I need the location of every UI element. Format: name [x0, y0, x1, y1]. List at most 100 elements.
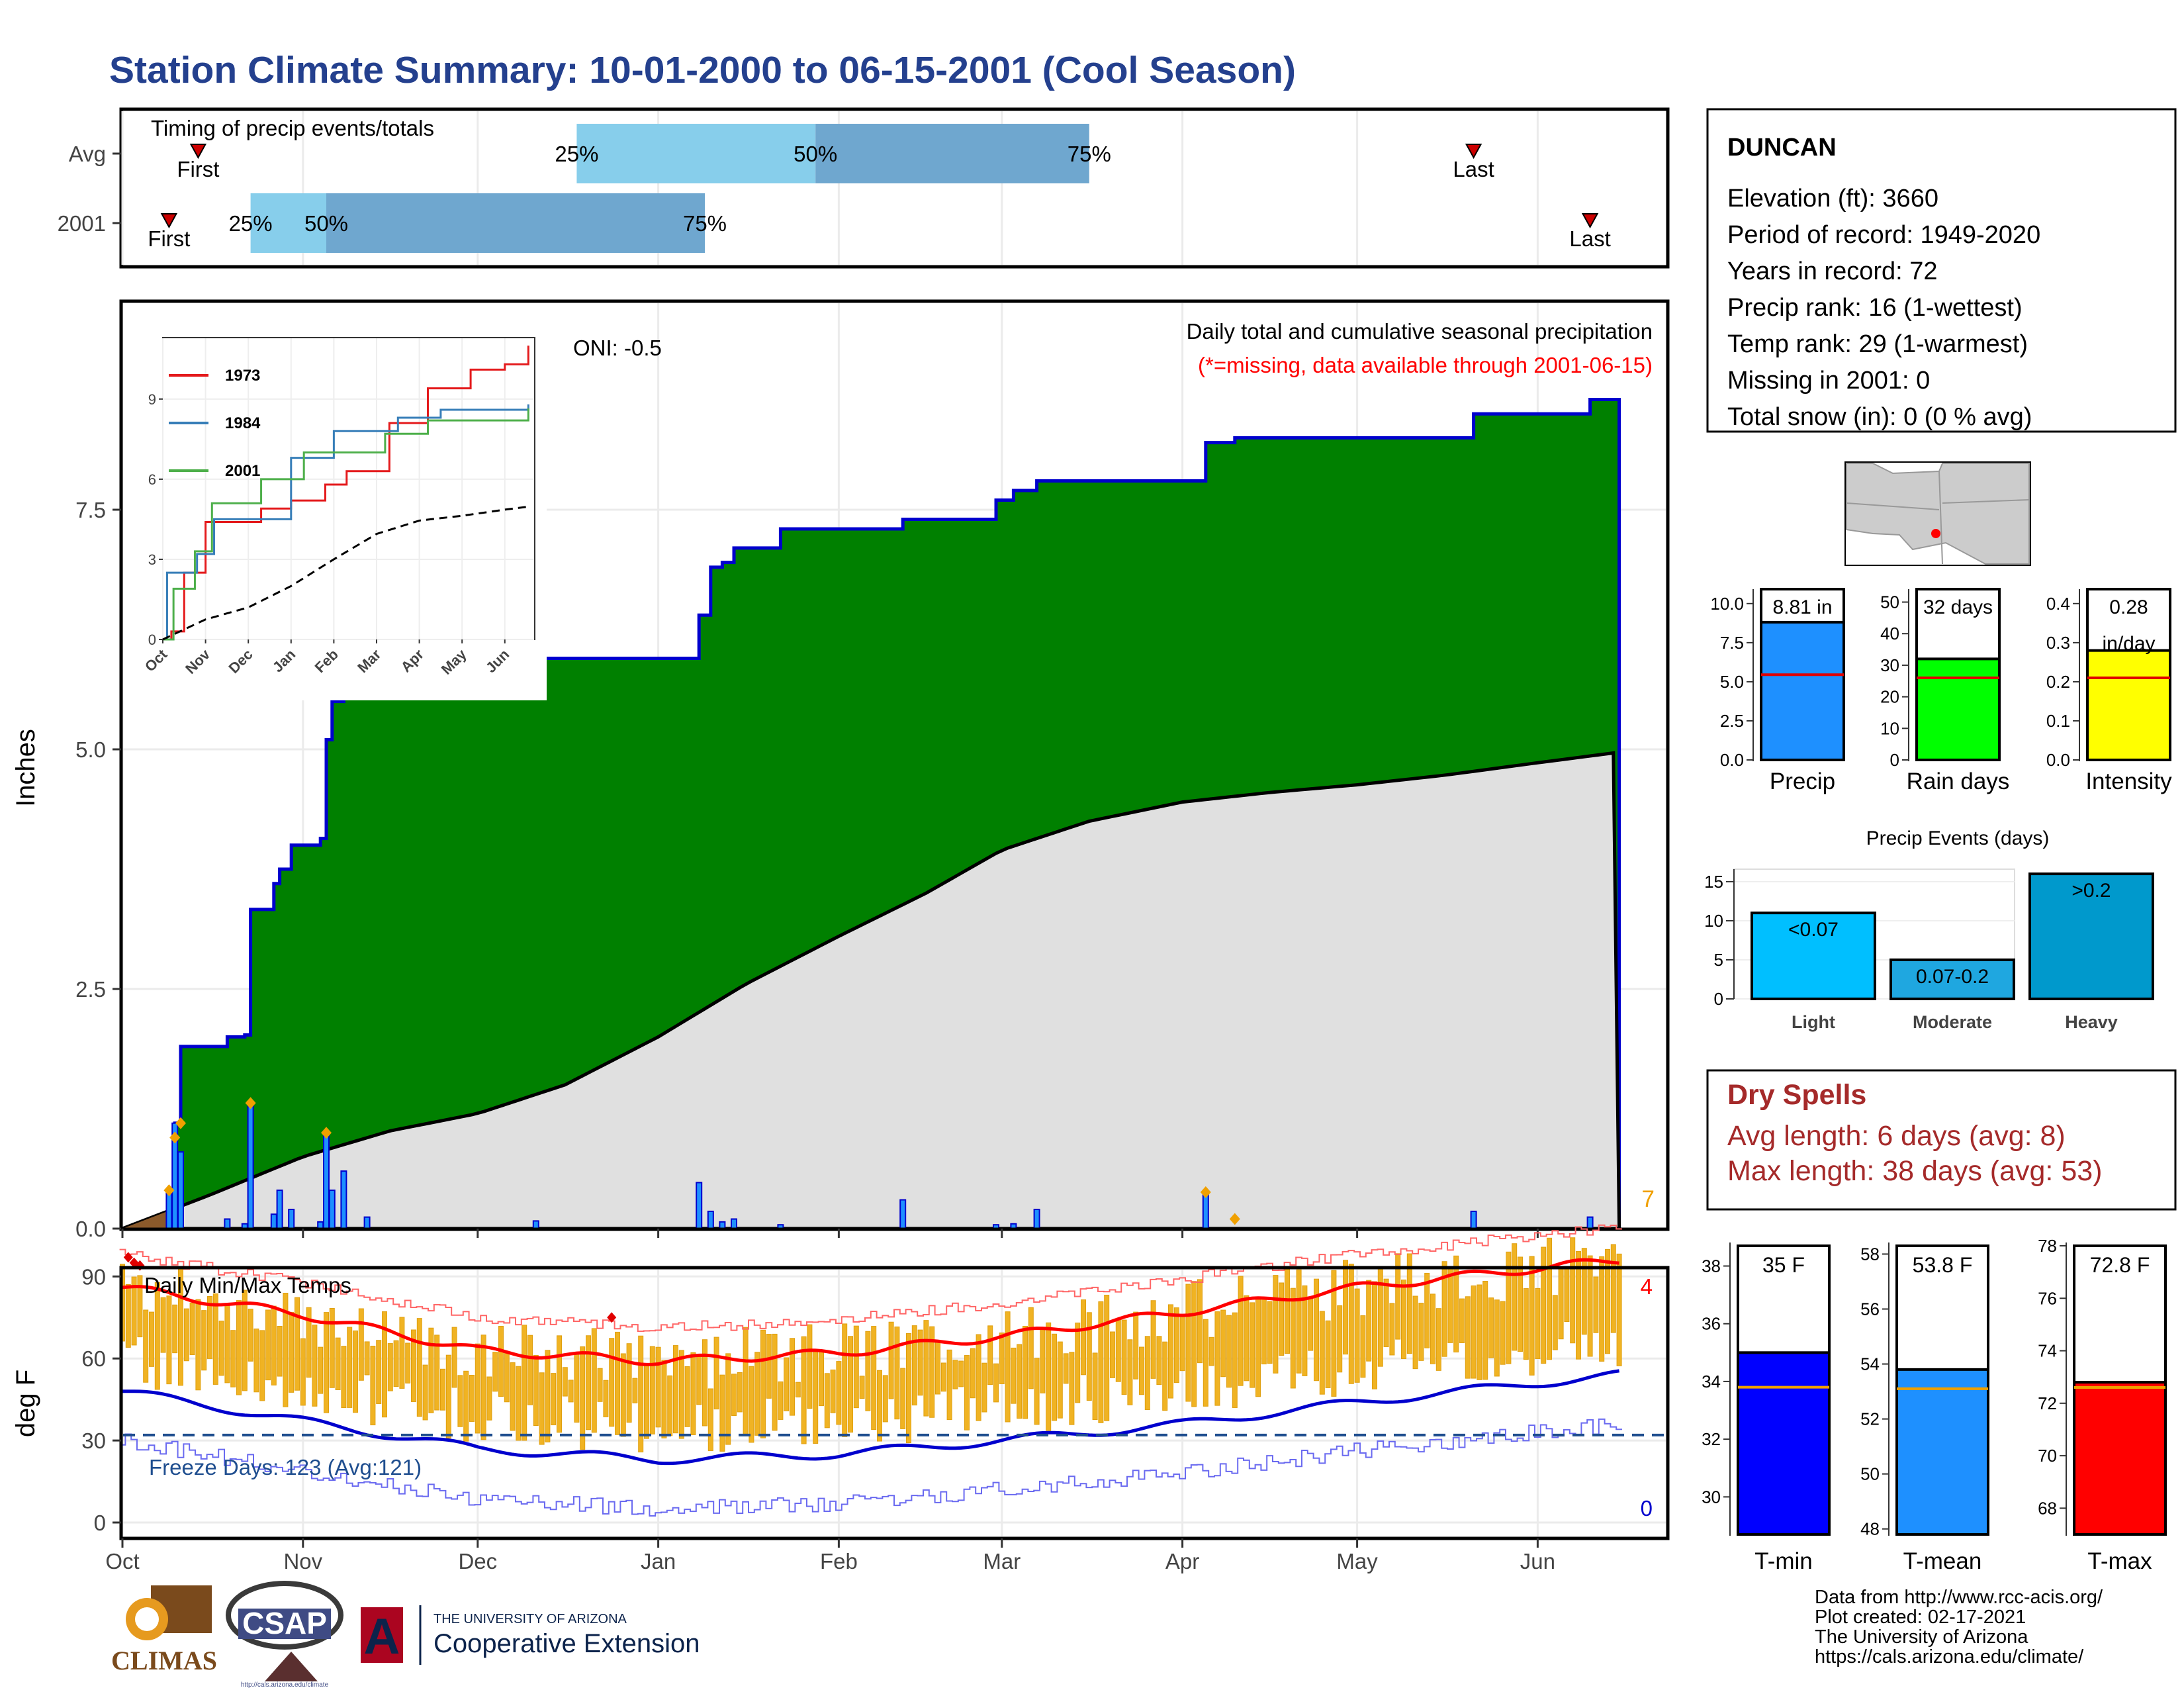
timing-q50-q75-bar: [815, 124, 1089, 183]
precip-ytick-label: 0.0: [75, 1217, 106, 1241]
daily-temp-bar: [1162, 1341, 1168, 1411]
month-label: Nov: [283, 1549, 322, 1573]
temp-summary-ytick-label: 72: [2038, 1393, 2057, 1413]
station-info-line: Precip rank: 16 (1-wettest): [1727, 294, 2023, 322]
events-category-label: Heavy: [2065, 1012, 2118, 1032]
events-category-label: Light: [1792, 1012, 1835, 1032]
events-bin-label: <0.07: [1788, 919, 1839, 941]
inset-ytick-label: 9: [148, 391, 156, 408]
daily-temp-bar: [1430, 1293, 1435, 1364]
daily-temp-bar: [166, 1295, 172, 1385]
events-ytick-label: 5: [1714, 950, 1723, 970]
timing-first-marker: [189, 144, 207, 160]
daily-temp-bar: [1267, 1301, 1273, 1364]
daily-precip-bar: [317, 1221, 324, 1230]
daily-temp-bar: [655, 1346, 661, 1428]
temp-summary-value-bar: [1895, 1368, 1989, 1536]
timing-first-marker: [160, 213, 178, 229]
precip-events-title: Precip Events (days): [1866, 827, 2050, 849]
temp-summary-ytick-label: 30: [1702, 1487, 1721, 1507]
temp-ytick-label: 0: [94, 1511, 106, 1535]
daily-temp-bar: [457, 1375, 463, 1427]
daily-temp-bar: [842, 1323, 848, 1437]
station-info-line: Years in record: 72: [1727, 258, 1938, 285]
daily-precip-bar: [288, 1209, 295, 1230]
daily-temp-bar: [1250, 1302, 1255, 1388]
timing-first-label: First: [177, 157, 219, 181]
timing-row-label: 2001: [58, 211, 106, 236]
timing-pct25: 25%: [555, 142, 598, 166]
daily-temp-bar: [760, 1329, 766, 1438]
timing-q50-q75-bar: [326, 193, 705, 253]
daily-temp-bar: [1552, 1295, 1558, 1350]
temp-summary-ytick-label: 58: [1860, 1244, 1880, 1264]
station-info-line: Period of record: 1949-2020: [1727, 221, 2040, 249]
daily-temp-bar: [894, 1326, 900, 1420]
daily-temp-bar: [591, 1328, 597, 1433]
daily-temp-bar: [259, 1330, 265, 1401]
record-min-line: [119, 1418, 1622, 1517]
daily-temp-bar: [1529, 1256, 1535, 1376]
daily-temp-bar: [1581, 1248, 1587, 1335]
precip-ytick-label: 5.0: [75, 737, 106, 762]
daily-temp-bar: [1360, 1315, 1366, 1378]
daily-temp-bar: [324, 1312, 329, 1413]
daily-temp-bar: [1331, 1270, 1337, 1397]
daily-temp-bar: [1040, 1329, 1046, 1393]
daily-precip-bar: [707, 1210, 714, 1230]
daily-temp-bar: [1383, 1278, 1389, 1347]
timing-panel: Timing of precip events/totals Avg 25% 50%…: [58, 107, 1670, 269]
daily-temp-bar: [370, 1345, 376, 1426]
map-borders: [1846, 471, 2030, 565]
daily-precip-bar: [1586, 1216, 1594, 1230]
daily-temp-bar: [1110, 1331, 1115, 1378]
daily-temp-bar: [690, 1352, 696, 1435]
daily-temp-bar: [1377, 1266, 1383, 1367]
daily-temp-bar: [1500, 1301, 1506, 1365]
daily-temp-bar: [295, 1297, 300, 1391]
temp-summary-ytick-label: 36: [1702, 1314, 1721, 1334]
daily-temp-bar: [813, 1351, 819, 1444]
footer-credit-line: Plot created: 02-17-2021: [1815, 1607, 2026, 1628]
daily-temp-bar: [906, 1333, 911, 1444]
daily-temp-bar: [1337, 1305, 1343, 1373]
daily-temp-bar: [1343, 1260, 1348, 1355]
daily-temp-bar: [1424, 1272, 1430, 1348]
daily-temp-bar: [1570, 1237, 1576, 1344]
daily-temp-bar: [137, 1275, 143, 1338]
daily-temp-bar: [492, 1352, 498, 1392]
daily-temp-bar: [1372, 1281, 1377, 1389]
daily-temp-bar: [1261, 1297, 1267, 1365]
daily-temp-bar: [1144, 1336, 1150, 1411]
daily-temp-bar: [527, 1335, 533, 1405]
daily-temp-bar: [212, 1293, 218, 1385]
precip-frame: [119, 299, 1670, 1231]
daily-temp-bar: [387, 1343, 393, 1391]
daily-temp-bar: [615, 1331, 620, 1435]
temp-summary-bar-label: T-max: [2087, 1548, 2152, 1574]
daily-temp-bar: [1127, 1339, 1133, 1405]
daily-temp-bar: [1599, 1256, 1605, 1362]
daily-temp-bar: [603, 1380, 609, 1417]
daily-temp-bar: [1494, 1299, 1500, 1377]
daily-temp-bar: [1564, 1268, 1570, 1322]
timing-row-label: Avg: [69, 142, 106, 166]
daily-precip-bar: [328, 1190, 336, 1229]
summary-bar-label: Rain days: [1907, 769, 2010, 794]
daily-temp-bar: [318, 1346, 324, 1394]
daily-temp-bar: [580, 1346, 586, 1450]
daily-temp-bar: [586, 1335, 591, 1430]
daily-temp-bar: [1523, 1288, 1529, 1360]
footer-credit-line: The University of Arizona: [1815, 1626, 2028, 1648]
daily-temp-bar: [1238, 1276, 1244, 1386]
temp-title: Daily Min/Max Temps: [144, 1273, 351, 1297]
summary-ytick-label: 20: [1880, 687, 1899, 707]
daily-temp-bar: [376, 1340, 382, 1404]
daily-temp-bar: [649, 1346, 655, 1434]
daily-precip-bar: [340, 1170, 347, 1229]
daily-temp-bar: [952, 1360, 958, 1389]
temp-summary-ytick-label: 48: [1860, 1519, 1880, 1539]
daily-temp-bar: [1366, 1280, 1372, 1362]
daily-temp-bar: [981, 1362, 987, 1413]
daily-temp-bar: [1168, 1304, 1173, 1399]
